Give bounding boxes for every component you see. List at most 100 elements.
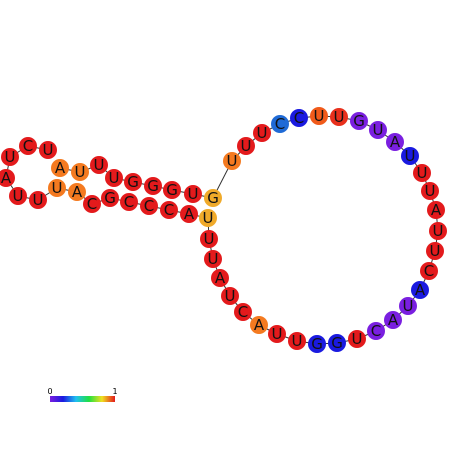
nucleotide (48, 179, 66, 197)
nucleotide (90, 156, 108, 174)
nucleotide (413, 164, 431, 182)
nucleotide-label: A (431, 201, 442, 219)
nucleotide-label: G (104, 189, 116, 207)
nucleotide-label: A (415, 281, 426, 299)
nucleotide (288, 332, 306, 350)
nucleotide-label: U (241, 137, 252, 155)
nucleotide (420, 262, 438, 280)
nucleotide (290, 109, 308, 127)
nucleotide-label: U (352, 330, 363, 348)
nucleotide-label: U (334, 108, 345, 126)
nucleotide-label: U (204, 230, 215, 248)
nucleotide-label: U (75, 163, 86, 181)
nucleotide-label: C (164, 201, 174, 219)
nucleotide (71, 163, 89, 181)
nucleotide (221, 287, 239, 305)
nucleotide (204, 250, 222, 268)
nucleotide-label: U (417, 164, 428, 182)
nucleotide (223, 152, 241, 170)
nucleotide (328, 334, 346, 352)
nucleotide-label: A (55, 159, 66, 177)
nucleotide-label: U (373, 121, 384, 139)
nucleotide-label: A (72, 183, 83, 201)
nucleotide-label: U (405, 147, 416, 165)
nucleotide-label: U (433, 222, 444, 240)
nucleotide (234, 303, 252, 321)
nucleotide (68, 183, 86, 201)
nucleotide (348, 330, 366, 348)
nucleotide (271, 115, 289, 133)
nucleotide (429, 222, 447, 240)
nucleotide-label: G (311, 335, 323, 353)
nucleotide (124, 173, 142, 191)
nucleotide-label: U (52, 179, 63, 197)
nucleotide-label: A (184, 205, 195, 223)
nucleotide (180, 205, 198, 223)
nucleotide (144, 177, 162, 195)
nucleotide-label: A (215, 269, 226, 287)
nucleotide (369, 121, 387, 139)
nucleotide (204, 189, 222, 207)
nucleotide-label: U (257, 124, 268, 142)
nucleotide-label: C (371, 322, 381, 340)
nucleotide-label: U (227, 152, 238, 170)
nucleotide (253, 124, 271, 142)
nucleotide-label: A (388, 311, 399, 329)
nucleotide (120, 193, 138, 211)
nucleotide (9, 187, 27, 205)
nucleotide (105, 169, 123, 187)
nucleotide (199, 209, 217, 227)
nucleotide-label: C (294, 109, 304, 127)
nucleotide (184, 185, 202, 203)
nucleotide (384, 311, 402, 329)
nucleotide-label: G (353, 112, 365, 130)
nucleotide (101, 189, 119, 207)
nucleotide-label: U (43, 141, 54, 159)
nucleotide (0, 169, 15, 187)
nucleotide (163, 181, 181, 199)
nucleotide-label: U (292, 332, 303, 350)
nucleotide-label: U (33, 191, 44, 209)
nucleotide (426, 242, 444, 260)
nucleotide (330, 108, 348, 126)
nucleotide-label: G (207, 189, 219, 207)
nucleotide-label: U (188, 185, 199, 203)
nucleotide (350, 112, 368, 130)
nucleotide-label: A (254, 316, 265, 334)
nucleotide-label: A (390, 133, 401, 151)
nucleotide-label: C (124, 193, 134, 211)
nucleotide (211, 269, 229, 287)
nucleotide-label: U (203, 209, 214, 227)
scale-min: 0 (47, 387, 52, 396)
nucleotide (421, 182, 439, 200)
nucleotide (160, 201, 178, 219)
nucleotide-label: C (424, 262, 434, 280)
nucleotide-label: G (166, 181, 178, 199)
scale-max: 1 (112, 387, 117, 396)
nucleotide-label: U (94, 156, 105, 174)
nucleotide-label: U (13, 187, 24, 205)
nucleotide-label: U (225, 287, 236, 305)
nucleotide (367, 322, 385, 340)
nucleotide-label: A (1, 169, 12, 187)
nucleotide (399, 297, 417, 315)
nucleotide (237, 137, 255, 155)
nucleotide (200, 230, 218, 248)
nucleotide-label: U (314, 107, 325, 125)
nucleotide (83, 195, 101, 213)
color-scale (50, 396, 115, 402)
nucleotide-label: C (23, 137, 33, 155)
nucleotide-label: C (275, 115, 285, 133)
nucleotide-label: G (147, 177, 159, 195)
nucleotide (29, 191, 47, 209)
nucleotide-label: U (403, 297, 414, 315)
nucleotide-label: C (87, 195, 97, 213)
nucleotide-label: C (238, 303, 248, 321)
nucleotide-label: U (208, 250, 219, 268)
nucleotide-label: C (144, 197, 154, 215)
nucleotide (386, 133, 404, 151)
nucleotide (427, 201, 445, 219)
nucleotide (51, 159, 69, 177)
nucleotide (19, 137, 37, 155)
